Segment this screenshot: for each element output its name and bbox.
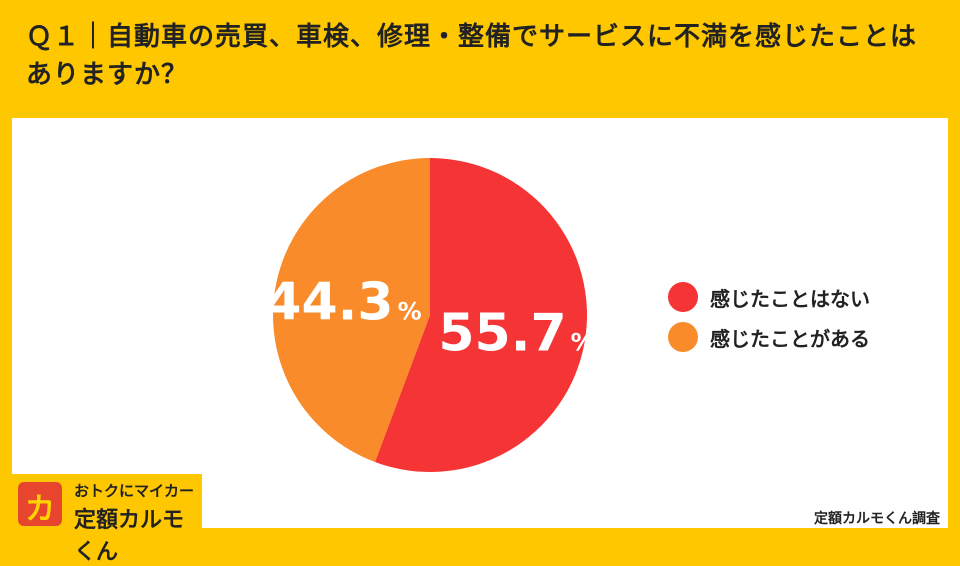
legend-swatch bbox=[668, 282, 698, 312]
legend-item: 感じたことはない bbox=[668, 278, 870, 316]
legend-item: 感じたことがある bbox=[668, 318, 870, 356]
brand-logo: カ おトクにマイカー 定額カルモくん bbox=[12, 474, 202, 565]
source-note: 定額カルモくん調査 bbox=[814, 511, 940, 527]
logo-tagline: おトクにマイカー bbox=[74, 482, 195, 500]
pie-slice bbox=[374, 158, 587, 472]
legend-label: 感じたことがある bbox=[710, 326, 870, 351]
logo-name: 定額カルモくん bbox=[74, 508, 185, 565]
pie-slice bbox=[272, 157, 430, 463]
car-logo-icon: カ bbox=[18, 482, 62, 527]
chart-title: Ｑ１｜自動車の売買、車検、修理・整備でサービスに不満を感じたことはありますか？ bbox=[26, 22, 918, 90]
pie-chart: 55.7 % 44.3% bbox=[265, 157, 595, 472]
pie-data-label: 44.3% bbox=[265, 272, 421, 332]
chart-panel: 55.7% 44.3% 感じたことはない 感じたことがある bbox=[12, 118, 948, 528]
legend-swatch bbox=[668, 322, 698, 352]
pie-data-label: 55.7% bbox=[438, 304, 594, 364]
logo-mark-glyph: カ bbox=[25, 492, 55, 527]
legend-label: 感じたことはない bbox=[710, 286, 870, 311]
legend: 感じたことはない 感じたことがある bbox=[668, 278, 870, 358]
